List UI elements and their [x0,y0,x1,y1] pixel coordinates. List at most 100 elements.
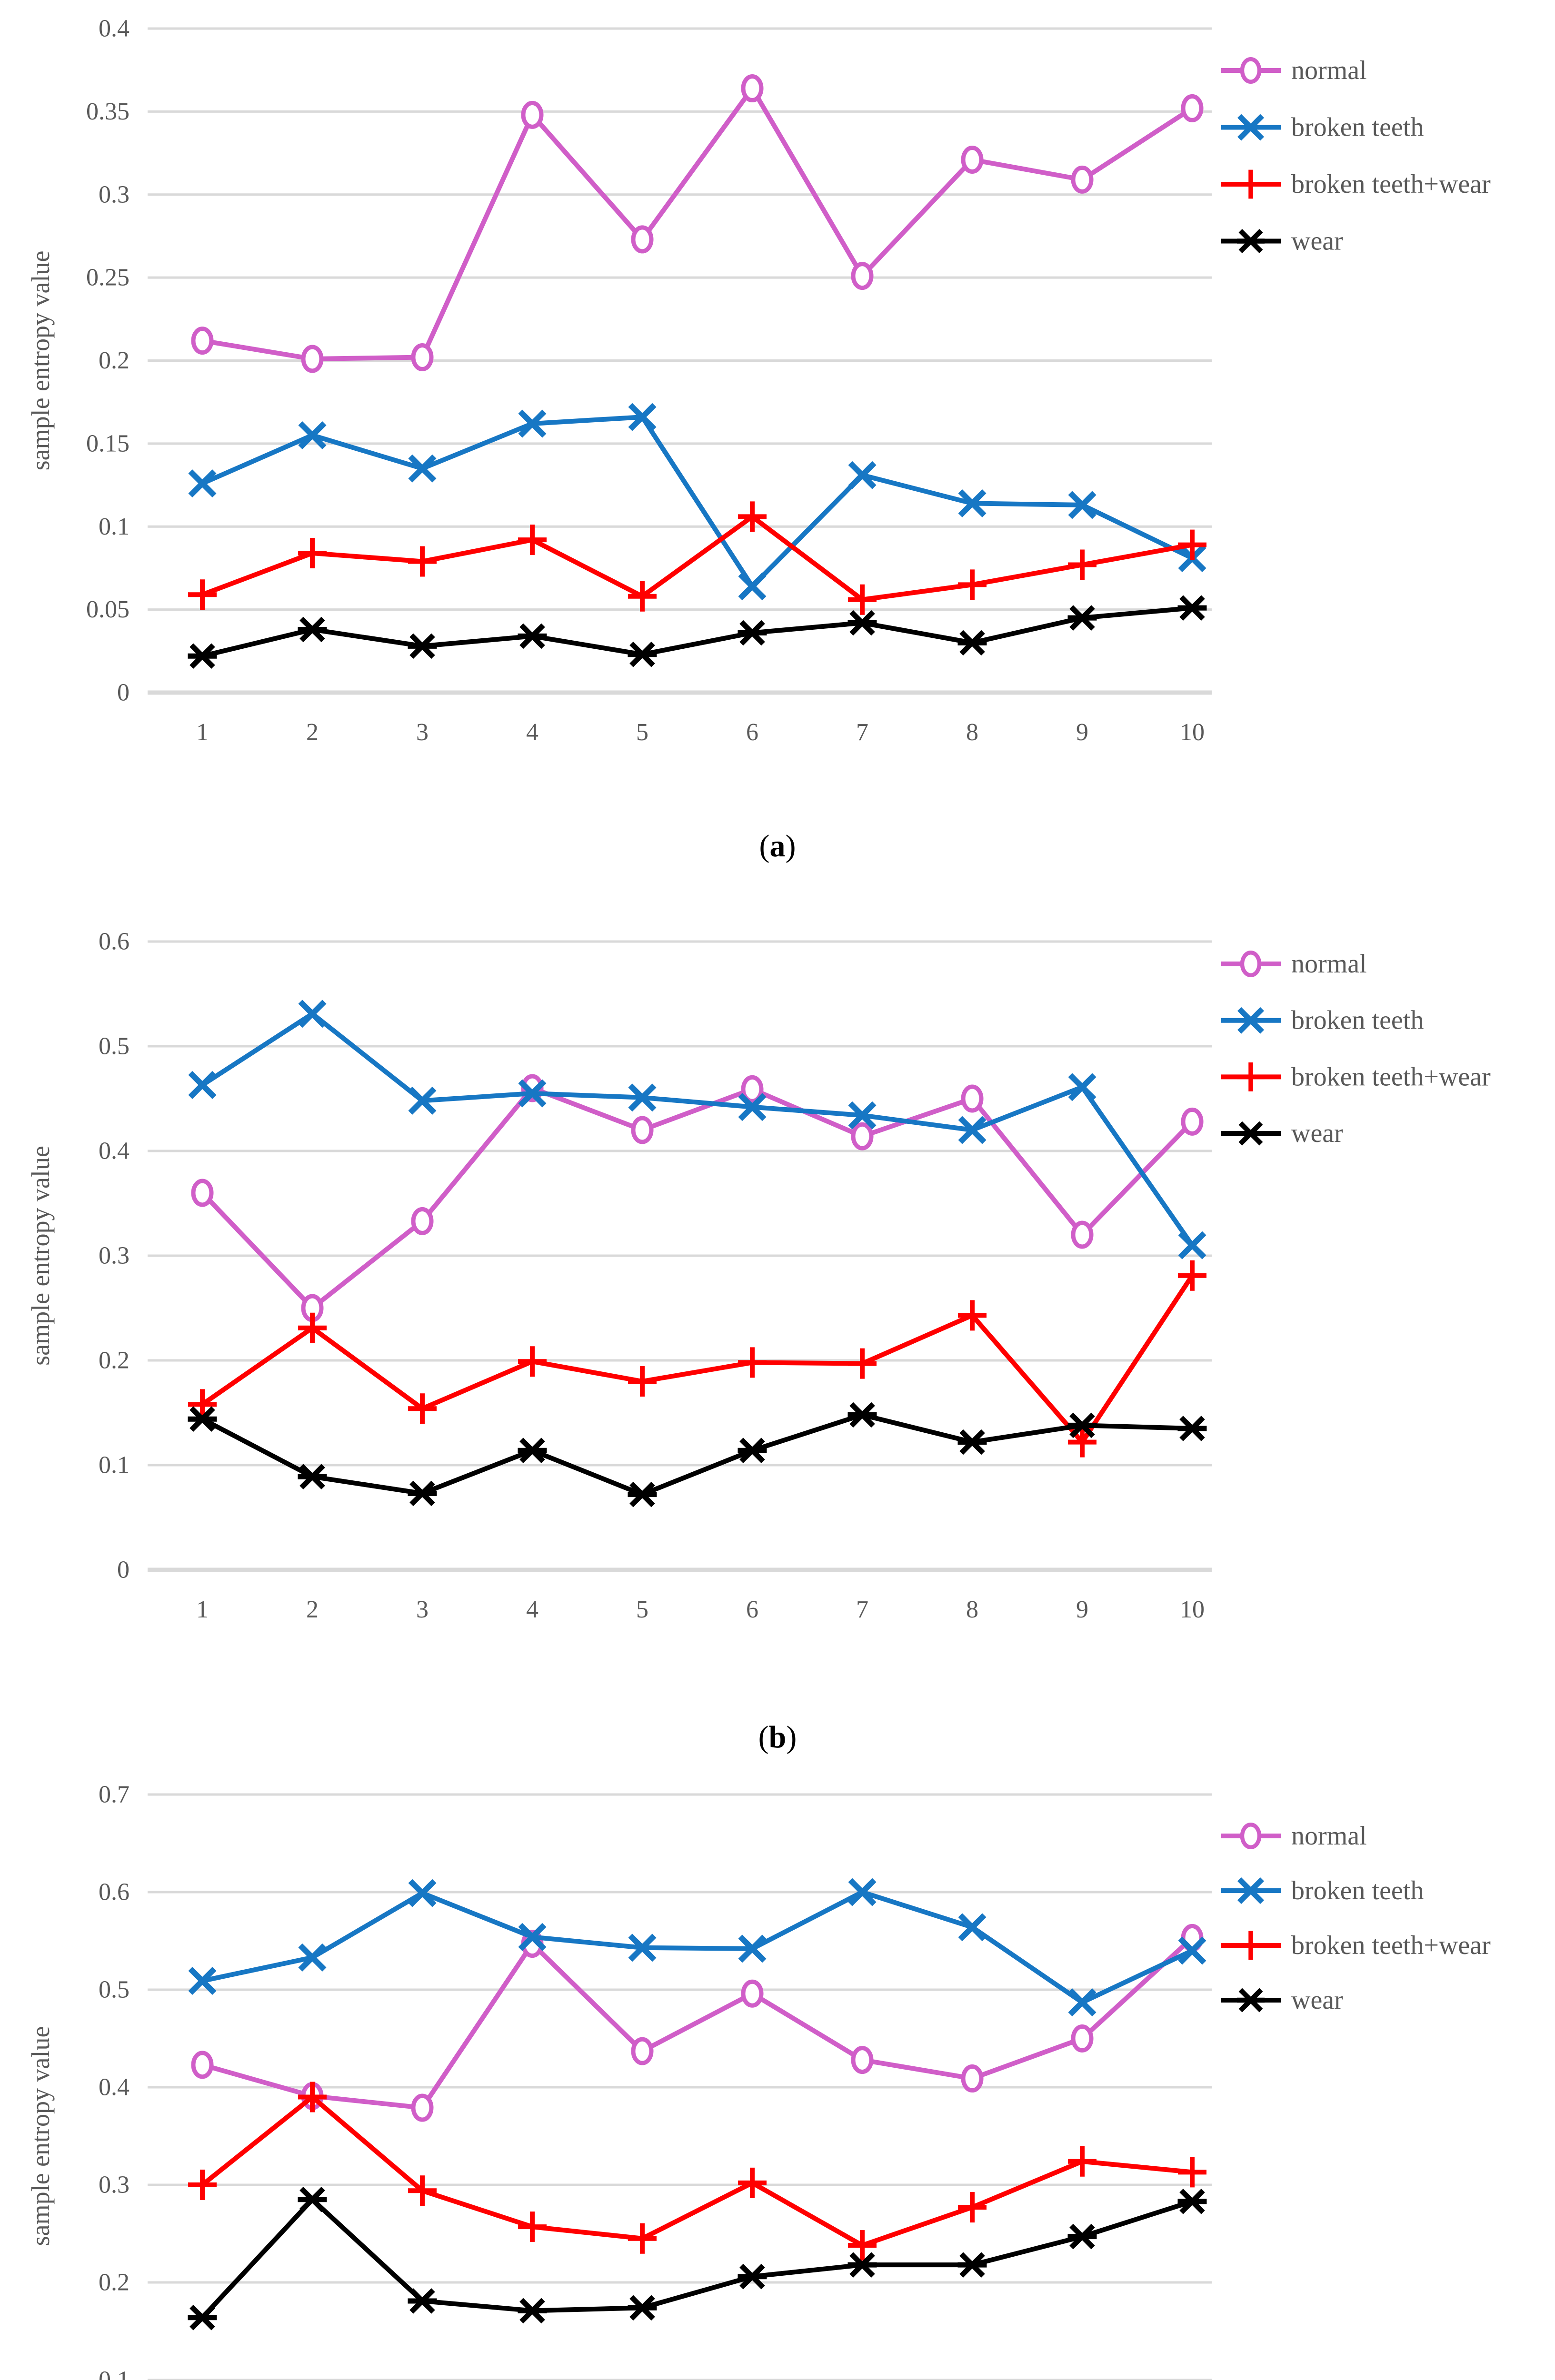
data-point-marker [1178,1231,1206,1259]
x-tick-label: 6 [746,719,758,746]
y-tick-label: 0.25 [86,264,130,291]
legend-label: broken teeth+wear [1291,169,1491,199]
data-point-marker [298,616,327,643]
data-point-marker [1237,1121,1265,1146]
data-point-marker [518,623,547,649]
data-point-marker [1068,1427,1096,1458]
data-point-marker [957,630,987,656]
data-point-marker [188,1406,217,1432]
legend-item-broken-teeth: broken teeth [1221,1876,1424,1905]
series-line-broken-teeth-wear [200,2094,1193,2248]
y-tick-label: 0.2 [99,2269,130,2296]
y-tick-label: 0.4 [99,2074,130,2101]
data-point-marker [848,461,877,489]
y-tick-label: 0.6 [99,928,130,955]
legend-item-normal: normal [1221,949,1367,979]
x-tick-label: 10 [1180,1596,1205,1623]
data-point-marker [518,1346,547,1377]
legend-label: wear [1291,1985,1343,2015]
data-point-marker [298,1464,327,1489]
data-point-marker [188,2170,217,2200]
data-point-marker [741,1979,764,2008]
y-tick-label: 0.4 [99,1138,130,1165]
y-tick-label: 0.4 [99,15,130,42]
y-tick-label: 0.3 [99,1242,130,1269]
data-point-marker [518,1923,547,1951]
data-point-marker [191,327,214,355]
y-tick-label: 0.2 [99,347,130,374]
data-point-marker [1237,1062,1265,1091]
data-point-marker [738,620,767,646]
data-point-marker [1178,2157,1206,2188]
data-point-marker [848,1348,877,1379]
y-tick-label: 0.1 [99,2367,130,2380]
data-point-marker [628,1934,657,1962]
legend-item-broken-teeth: broken teeth [1221,1006,1424,1035]
x-tick-label: 7 [856,1596,868,1623]
data-point-marker [188,469,217,498]
series-line-broken-teeth-wear [201,1274,1195,1445]
data-point-marker [628,2295,657,2321]
data-point-marker [1177,595,1207,621]
data-point-marker [188,2305,217,2330]
y-tick-label: 0.5 [99,1976,130,2003]
data-point-marker [631,225,654,254]
x-tick-label: 4 [526,719,538,746]
data-point-marker [1237,1007,1265,1034]
data-point-marker [411,343,434,372]
x-tick-label: 3 [416,719,429,746]
data-point-marker [188,643,217,669]
x-tick-label: 1 [196,719,209,746]
data-point-marker [1181,94,1204,122]
series-line-normal [202,86,1194,362]
data-point-marker [298,1943,327,1972]
data-point-marker [411,1207,434,1235]
data-point-marker [1237,1988,1265,2013]
caption-a-letter: a [769,829,786,863]
data-point-marker [1181,1107,1204,1136]
data-point-marker [191,2051,214,2079]
legend-label: normal [1291,1821,1367,1851]
data-point-marker [191,1179,214,1207]
data-point-marker [408,546,437,577]
x-tick-label: 8 [966,719,978,746]
data-point-marker [958,1300,987,1331]
data-point-marker [521,100,544,129]
data-point-marker [1237,169,1265,199]
data-point-marker [1068,491,1096,519]
legend-item-wear: wear [1221,227,1343,256]
data-point-marker [958,569,987,600]
legend-label: broken teeth [1291,1006,1424,1035]
data-point-marker [851,262,874,290]
data-point-marker [628,1083,657,1112]
data-point-marker [847,2252,877,2278]
data-point-marker [408,454,437,483]
data-point-marker [408,633,437,659]
data-point-marker [851,1122,874,1150]
data-point-marker [1237,114,1265,141]
y-tick-label: 0.6 [99,1879,130,1906]
y-axis-title: sample entropy value [26,2026,55,2246]
y-tick-label: 0.1 [99,1452,130,1479]
data-point-marker [298,421,327,449]
legend-label: wear [1291,1119,1343,1148]
y-axis-title: sample entropy value [26,1146,55,1366]
x-tick-label: 9 [1076,719,1088,746]
data-point-marker [1178,1936,1206,1965]
y-axis-title: sample entropy value [26,251,55,471]
series-line-broken-teeth [201,1011,1195,1247]
data-point-marker [628,1481,657,1507]
data-point-marker [518,409,547,438]
series-line-wear [201,1412,1193,1497]
data-point-marker [961,1084,984,1113]
data-point-marker [1237,1877,1265,1904]
data-point-marker [188,1967,217,1995]
data-point-marker [738,1093,767,1121]
y-tick-label: 0.5 [99,1033,130,1060]
legend-label: broken teeth [1291,1876,1424,1905]
data-point-marker [408,1393,437,1424]
legend-label: broken teeth+wear [1291,1062,1491,1091]
data-point-marker [848,1878,877,1906]
legend-label: broken teeth [1291,113,1424,142]
chart-b-plot: 0.6 0.5 0.4 0.3 0.2 0.1 0 1 2 3 4 5 6 7 8 9 10 sample ent… [26,928,1491,1624]
